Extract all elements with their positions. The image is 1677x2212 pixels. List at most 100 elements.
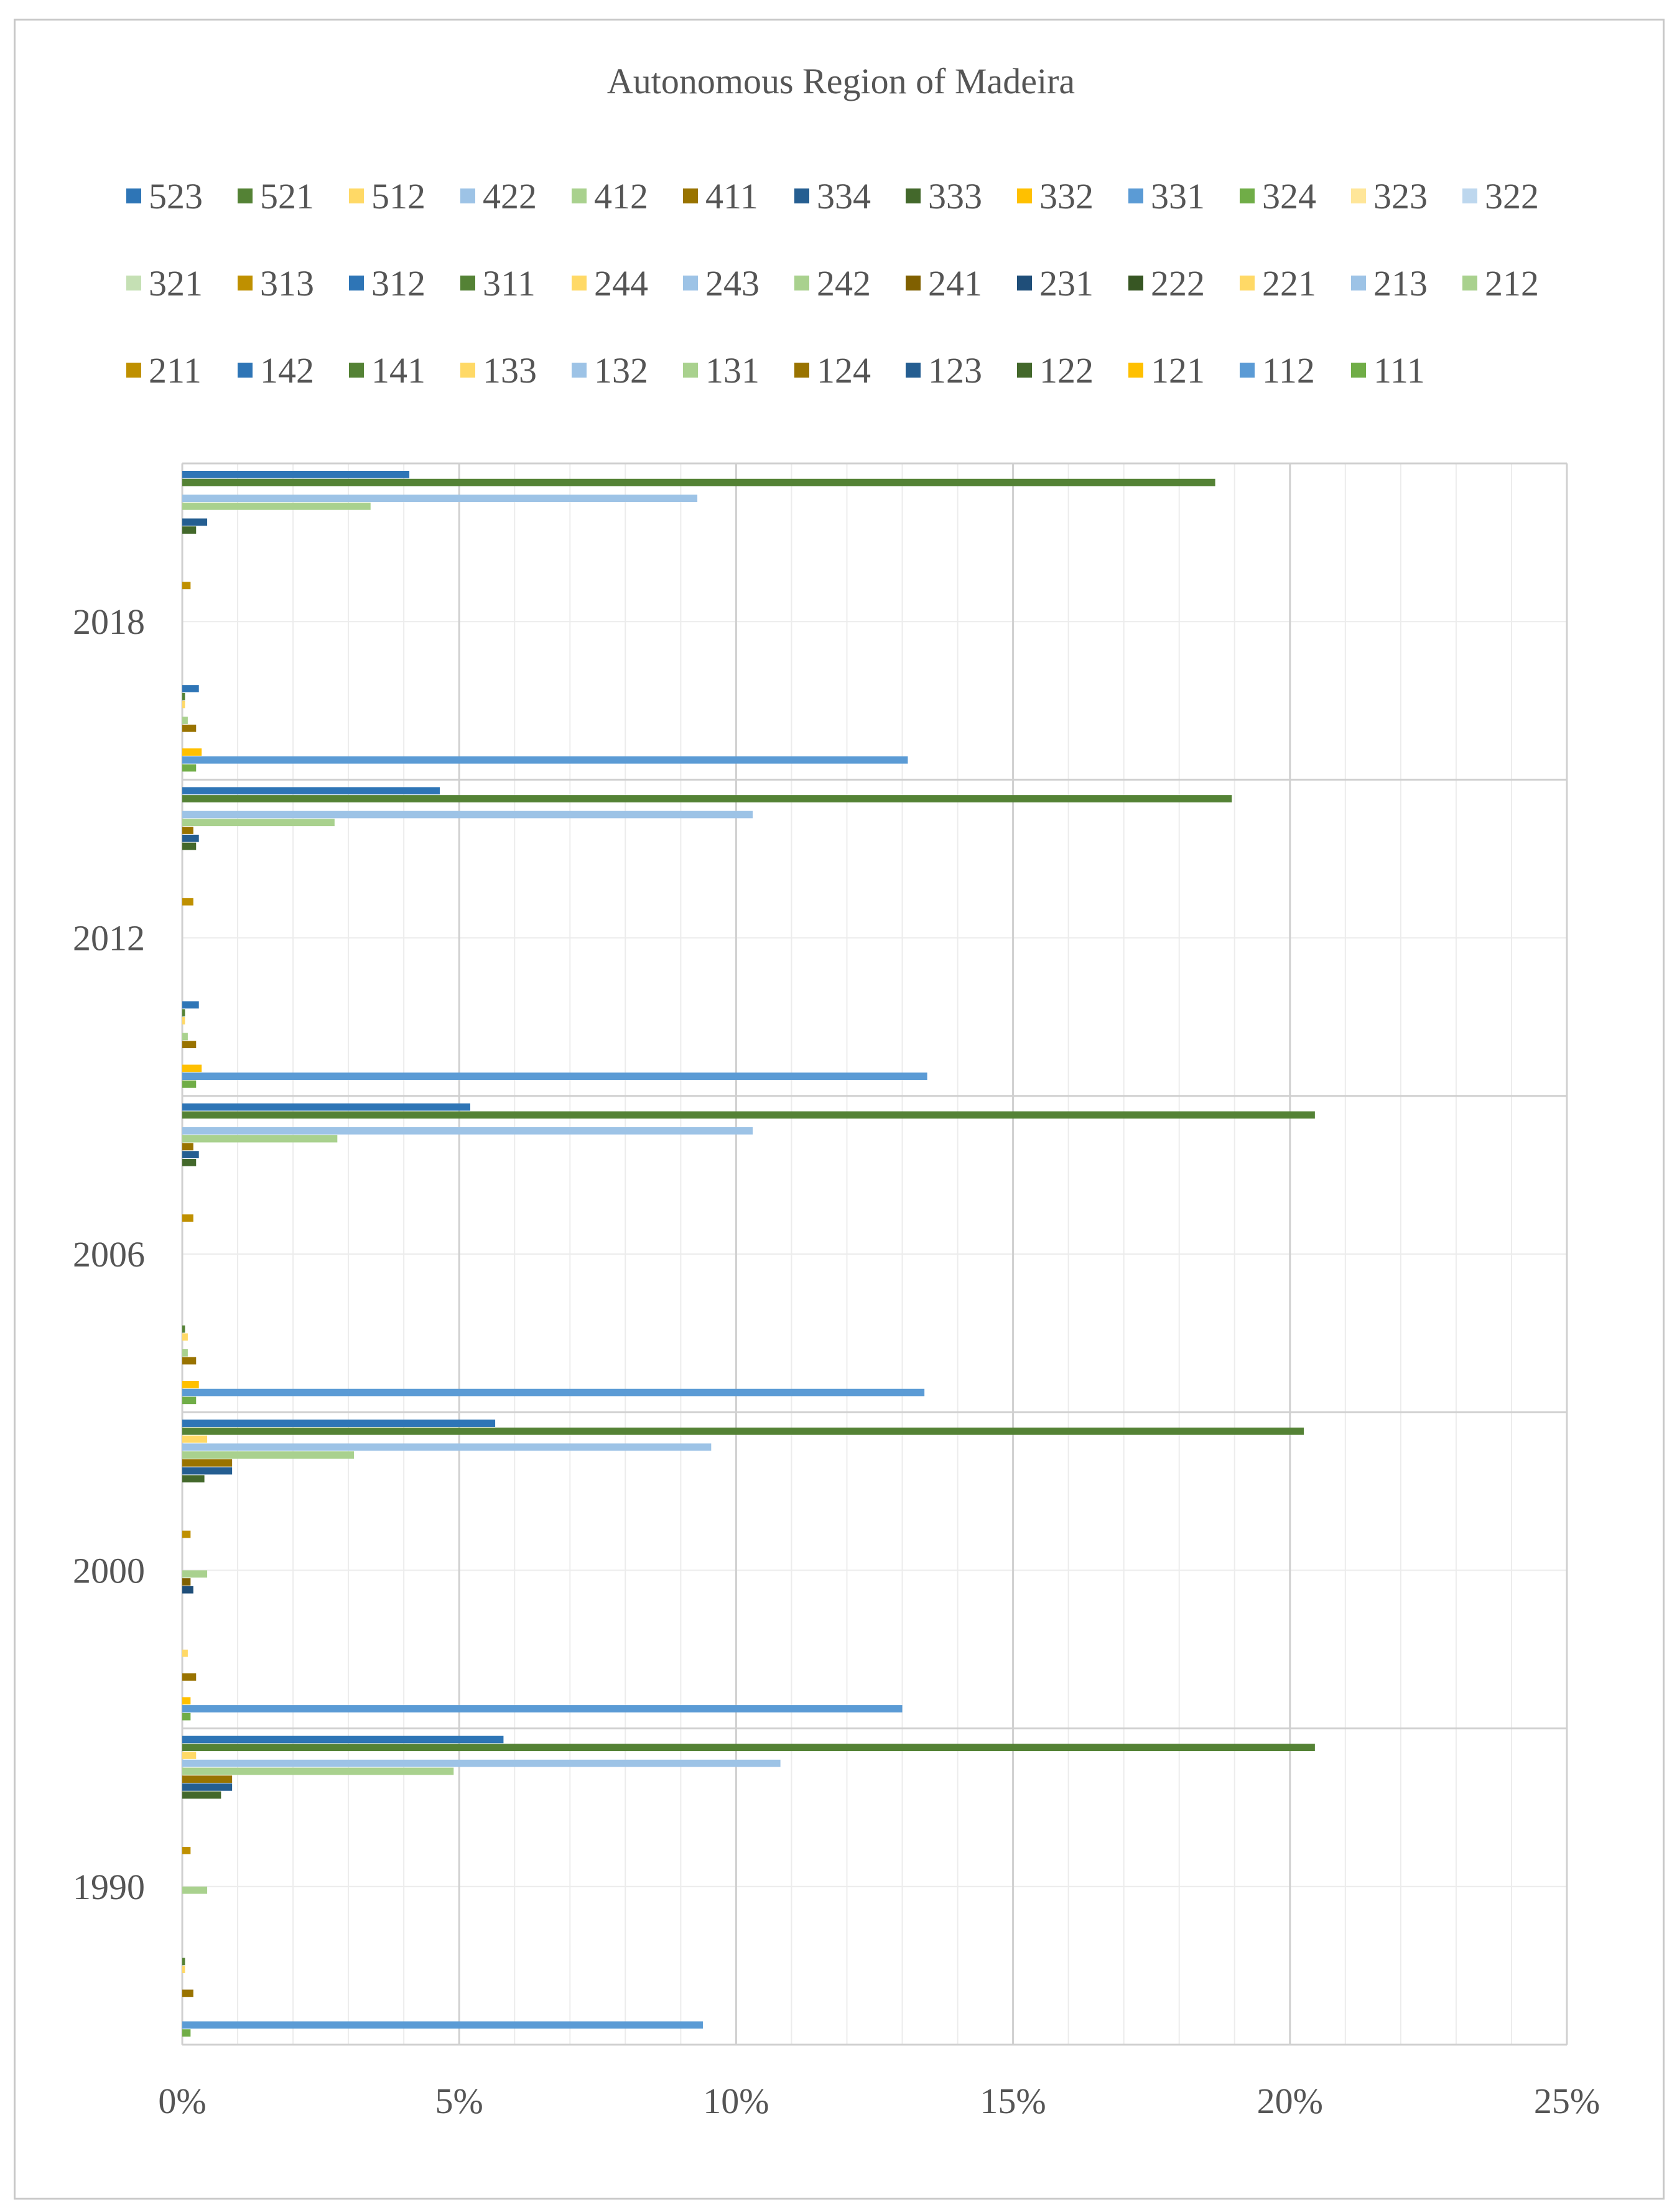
bar-412-2006 <box>182 1135 338 1143</box>
legend-item-242: 242 <box>794 263 871 304</box>
x-tick-label: 5% <box>435 2081 483 2121</box>
bar-523-2006 <box>182 1103 471 1111</box>
bar-142-2018 <box>182 685 199 692</box>
bar-112-2012 <box>182 1072 927 1080</box>
legend-label: 422 <box>483 176 537 216</box>
legend-item-213: 213 <box>1351 263 1428 304</box>
legend-swatch <box>1240 363 1255 378</box>
legend-label: 222 <box>1151 263 1205 304</box>
bar-521-2018 <box>182 478 1215 486</box>
legend-label: 242 <box>817 263 871 304</box>
legend-label: 241 <box>928 263 982 304</box>
legend-item-231: 231 <box>1017 263 1094 304</box>
legend-item-133: 133 <box>460 350 537 391</box>
legend-swatch <box>1128 276 1143 290</box>
bar-313-2006 <box>182 1214 193 1222</box>
legend-label: 124 <box>817 350 871 391</box>
bar-411-2012 <box>182 827 193 834</box>
legend-label: 322 <box>1485 176 1539 216</box>
legend-item-521: 521 <box>238 176 314 216</box>
bar-124-1990 <box>182 1989 193 1997</box>
bar-334-2012 <box>182 834 199 842</box>
bar-121-2018 <box>182 748 202 756</box>
legend-label: 121 <box>1151 350 1205 391</box>
legend-item-132: 132 <box>572 350 648 391</box>
legend-swatch <box>906 188 921 203</box>
bar-521-2000 <box>182 1427 1304 1435</box>
legend-swatch <box>1017 363 1032 378</box>
legend-item-312: 312 <box>349 263 425 304</box>
bar-422-2000 <box>182 1443 712 1451</box>
bar-141-2018 <box>182 692 185 700</box>
legend-swatch <box>683 188 698 203</box>
plot-area: 0% 5% 10% 15% 20% 25% 1990 2000 2006 2012 2018 <box>73 462 1600 2121</box>
bar-512-2000 <box>182 1435 208 1443</box>
bar-411-2006 <box>182 1143 193 1151</box>
legend-swatch <box>906 276 921 290</box>
legend-item-131: 131 <box>683 350 760 391</box>
legend-swatch <box>349 188 364 203</box>
bar-313-1990 <box>182 1847 191 1854</box>
legend-swatch <box>1240 188 1255 203</box>
bar-112-2000 <box>182 1705 903 1712</box>
legend-swatch <box>349 363 364 378</box>
legend-label: 324 <box>1262 176 1316 216</box>
bar-334-2018 <box>182 518 208 526</box>
legend-item-512: 512 <box>349 176 425 216</box>
bar-333-2006 <box>182 1159 197 1166</box>
chart-title: Autonomous Region of Madeira <box>607 61 1075 101</box>
bar-111-2012 <box>182 1080 197 1088</box>
legend-label: 323 <box>1373 176 1428 216</box>
legend-swatch <box>126 188 141 203</box>
legend-label: 142 <box>260 350 314 391</box>
legend-item-111: 111 <box>1351 350 1425 391</box>
legend-swatch <box>794 188 809 203</box>
legend-item-112: 112 <box>1240 350 1315 391</box>
bar-111-1990 <box>182 2029 191 2037</box>
legend-label: 132 <box>594 350 648 391</box>
bar-411-1990 <box>182 1775 233 1783</box>
bar-333-2012 <box>182 842 197 850</box>
legend-label: 221 <box>1262 263 1316 304</box>
y-tick-label: 2000 <box>73 1550 145 1591</box>
bar-412-2018 <box>182 502 371 510</box>
legend-label: 311 <box>483 263 536 304</box>
x-tick-label: 25% <box>1534 2081 1600 2121</box>
legend-item-211: 211 <box>126 350 202 391</box>
legend-swatch <box>683 363 698 378</box>
bar-412-2000 <box>182 1451 355 1459</box>
legend: 523 521 512 422 412 411 334 333 332 331 324 323 322 3… <box>126 176 1539 391</box>
bar-111-2000 <box>182 1712 191 1721</box>
legend-item-324: 324 <box>1240 176 1316 216</box>
legend-item-122: 122 <box>1017 350 1094 391</box>
legend-item-243: 243 <box>683 263 760 304</box>
bar-112-1990 <box>182 2021 703 2029</box>
legend-item-222: 222 <box>1128 263 1205 304</box>
legend-swatch <box>238 188 253 203</box>
legend-swatch <box>238 276 253 290</box>
legend-item-244: 244 <box>572 263 648 304</box>
legend-label: 122 <box>1039 350 1094 391</box>
bar-133-2018 <box>182 700 185 709</box>
legend-item-422: 422 <box>460 176 537 216</box>
legend-label: 111 <box>1373 350 1425 391</box>
bar-111-2006 <box>182 1396 197 1405</box>
x-tick-label: 20% <box>1257 2081 1323 2121</box>
bar-124-2006 <box>182 1357 197 1365</box>
legend-swatch <box>238 363 253 378</box>
legend-swatch <box>1128 363 1143 378</box>
bar-313-2000 <box>182 1530 191 1538</box>
bar-523-2018 <box>182 471 410 478</box>
bar-231-2000 <box>182 1586 193 1594</box>
bar-521-1990 <box>182 1744 1315 1752</box>
bar-411-2000 <box>182 1459 233 1467</box>
legend-swatch <box>572 276 587 290</box>
legend-item-322: 322 <box>1462 176 1539 216</box>
legend-swatch <box>349 276 364 290</box>
bar-412-2012 <box>182 819 335 827</box>
legend-label: 312 <box>371 263 425 304</box>
legend-label: 231 <box>1039 263 1094 304</box>
legend-label: 521 <box>260 176 314 216</box>
legend-label: 512 <box>371 176 425 216</box>
legend-swatch <box>572 363 587 378</box>
